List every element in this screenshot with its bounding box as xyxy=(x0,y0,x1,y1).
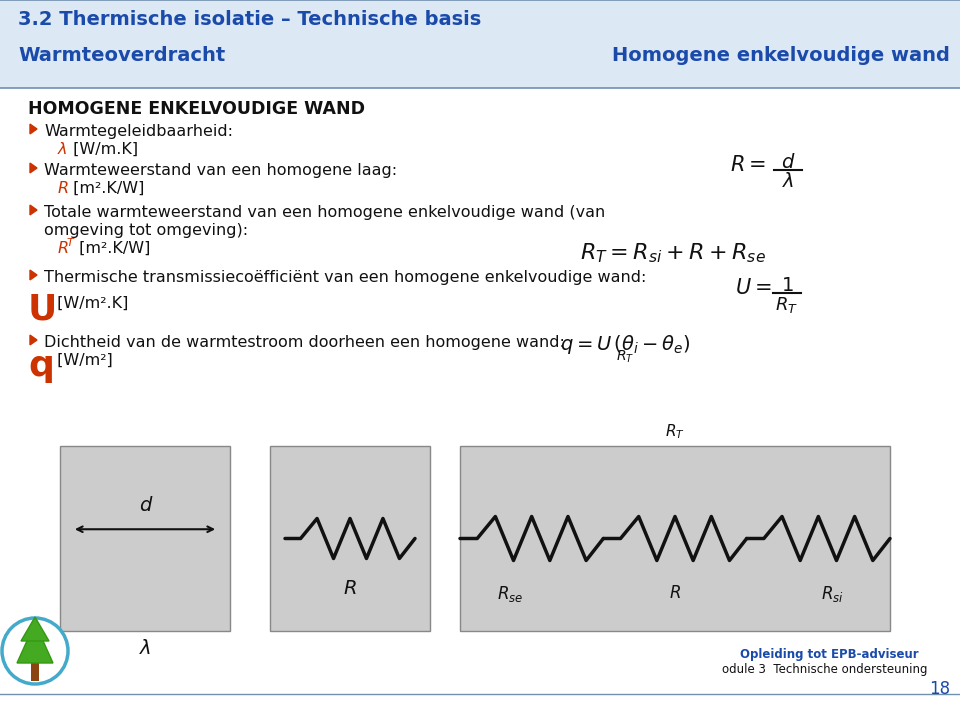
Text: U: U xyxy=(28,292,58,326)
Text: [m².K/W]: [m².K/W] xyxy=(68,181,144,196)
Text: Warmtegeleidbaarheid:: Warmtegeleidbaarheid: xyxy=(44,124,233,139)
Text: q: q xyxy=(28,349,54,383)
Text: odule 3  Technische ondersteuning: odule 3 Technische ondersteuning xyxy=(722,663,927,676)
Bar xyxy=(60,446,230,631)
Text: $R_T = R_{si} + R + R_{se}$: $R_T = R_{si} + R + R_{se}$ xyxy=(580,241,766,265)
Polygon shape xyxy=(17,623,53,663)
Text: Opleiding tot EPB-adviseur: Opleiding tot EPB-adviseur xyxy=(740,648,919,661)
Text: Thermische transmissiecoëfficiënt van een homogene enkelvoudige wand:: Thermische transmissiecoëfficiënt van ee… xyxy=(44,270,646,285)
Text: R: R xyxy=(344,579,357,597)
Text: R: R xyxy=(669,584,681,601)
Text: Totale warmteweerstand van een homogene enkelvoudige wand (van: Totale warmteweerstand van een homogene … xyxy=(44,205,605,220)
Text: Dichtheid van de warmtestroom doorheen een homogene wand:: Dichtheid van de warmtestroom doorheen e… xyxy=(44,335,564,350)
Text: $q = U\,(\theta_i - \theta_e)$: $q = U\,(\theta_i - \theta_e)$ xyxy=(560,333,690,356)
Bar xyxy=(270,446,430,631)
Text: $R=$: $R=$ xyxy=(730,155,766,175)
Bar xyxy=(460,446,890,631)
Bar xyxy=(0,0,960,88)
Text: $1$: $1$ xyxy=(780,276,793,295)
Text: HOMOGENE ENKELVOUDIGE WAND: HOMOGENE ENKELVOUDIGE WAND xyxy=(28,100,365,118)
Polygon shape xyxy=(30,124,37,134)
Polygon shape xyxy=(30,163,37,173)
Text: T: T xyxy=(67,238,74,248)
Text: R: R xyxy=(58,241,69,256)
Bar xyxy=(31,663,39,681)
Text: [W/m²]: [W/m²] xyxy=(52,353,112,368)
Text: 18: 18 xyxy=(929,680,950,698)
Polygon shape xyxy=(30,270,37,280)
Text: d: d xyxy=(139,496,151,516)
Text: omgeving tot omgeving):: omgeving tot omgeving): xyxy=(44,223,248,238)
Text: Warmteweerstand van een homogene laag:: Warmteweerstand van een homogene laag: xyxy=(44,163,397,178)
Text: $R_T$: $R_T$ xyxy=(665,422,684,441)
Polygon shape xyxy=(30,205,37,215)
Text: Homogene enkelvoudige wand: Homogene enkelvoudige wand xyxy=(612,46,950,65)
Polygon shape xyxy=(30,335,37,345)
Text: [W/m.K]: [W/m.K] xyxy=(68,142,138,157)
Text: R: R xyxy=(58,181,69,196)
Text: $R_T$: $R_T$ xyxy=(616,349,635,365)
Text: $\lambda$: $\lambda$ xyxy=(781,172,794,191)
Text: $R_T$: $R_T$ xyxy=(776,295,799,315)
Text: λ: λ xyxy=(58,142,67,157)
Text: $d$: $d$ xyxy=(780,153,795,172)
Text: $\lambda$: $\lambda$ xyxy=(139,639,151,658)
Text: [m².K/W]: [m².K/W] xyxy=(74,241,151,256)
Polygon shape xyxy=(21,617,49,641)
Text: $R_{si}$: $R_{si}$ xyxy=(821,584,844,604)
Text: 3.2 Thermische isolatie – Technische basis: 3.2 Thermische isolatie – Technische bas… xyxy=(18,10,481,29)
Text: $R_{se}$: $R_{se}$ xyxy=(497,584,523,604)
Text: [W/m².K]: [W/m².K] xyxy=(52,296,129,311)
Text: Warmteoverdracht: Warmteoverdracht xyxy=(18,46,226,65)
Text: $U=$: $U=$ xyxy=(735,278,772,298)
